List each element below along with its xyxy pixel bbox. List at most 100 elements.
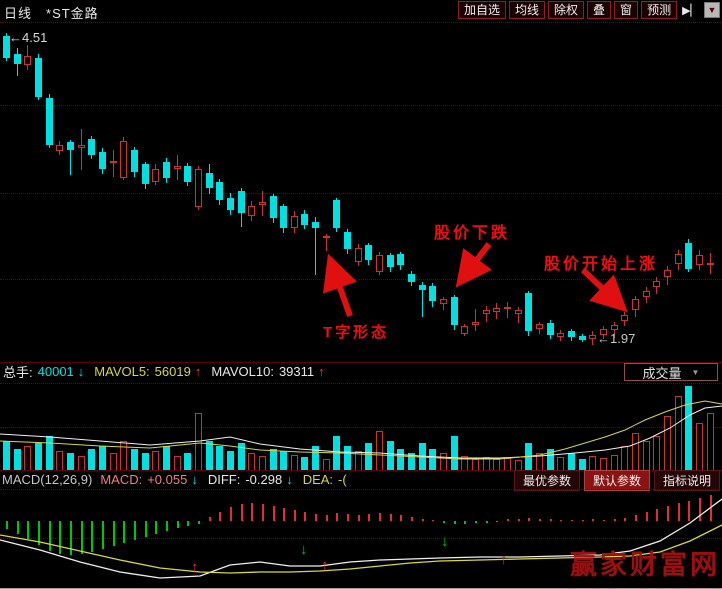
candle-body-down <box>270 196 277 219</box>
macd-bar-pos <box>326 515 328 521</box>
optimal-params-button[interactable]: 最优参数 <box>513 470 580 491</box>
volume-bar-down <box>216 446 223 471</box>
panel-separator <box>0 470 722 471</box>
macd-bar-pos <box>273 506 275 521</box>
volume-bar-down <box>365 443 372 471</box>
macd-bar-pos <box>294 510 296 521</box>
candle-body-up <box>152 169 159 182</box>
buy-signal-arrow-icon: ↑ <box>500 551 508 568</box>
down-arrow-icon: ↓ <box>286 472 293 487</box>
title-separator <box>0 22 722 23</box>
volume-bar-down <box>206 441 213 471</box>
candle-body-down <box>451 296 458 326</box>
candle-body-up <box>675 254 682 264</box>
macd-chart: ↑ ↑ ↑ ↓ ↓ <box>0 489 722 588</box>
candle-body-up <box>195 169 202 208</box>
overlay-button[interactable]: 叠 <box>587 1 612 19</box>
volume-bar-down <box>579 459 586 471</box>
add-watchlist-button[interactable]: 加自选 <box>457 1 506 19</box>
macd-bar-pos <box>656 509 658 521</box>
volume-bar-down <box>3 441 10 471</box>
macd-bar-pos <box>241 504 243 521</box>
chevron-down-icon: ▼ <box>691 367 700 377</box>
candle-body-up <box>504 306 511 310</box>
toolbar-dropdown-icon[interactable]: ▼ <box>704 2 720 18</box>
candle-wick <box>518 306 519 323</box>
macd-bar-pos <box>571 520 573 521</box>
macd-bar-neg <box>123 521 125 543</box>
candle-body-up <box>707 262 714 266</box>
candle-body-down <box>280 206 287 229</box>
macd-bar-pos <box>315 514 317 521</box>
grid-line <box>0 489 722 490</box>
candle-body-down <box>547 322 554 335</box>
param-buttons: 最优参数 默认参数 指标说明 <box>513 470 720 491</box>
candle-body-up <box>440 299 447 305</box>
default-params-button[interactable]: 默认参数 <box>583 470 650 491</box>
candle-body-down <box>397 254 404 265</box>
candle-body-down <box>142 164 149 184</box>
macd-bar-pos <box>304 512 306 521</box>
candle-body-up <box>291 215 298 229</box>
window-button[interactable]: 窗 <box>614 1 639 19</box>
candle-wick <box>81 128 82 171</box>
macd-bar-neg <box>486 521 488 523</box>
macd-bar-pos <box>635 515 637 521</box>
up-arrow-icon: ↑ <box>318 364 325 379</box>
macd-bar-neg <box>187 521 189 526</box>
candle-wick <box>326 234 327 252</box>
volume-bar-down <box>429 449 436 471</box>
forecast-button[interactable]: 预测 <box>641 1 678 19</box>
macd-bar-pos <box>614 519 616 521</box>
volume-bar-down <box>99 446 106 471</box>
macd-bar-pos <box>432 520 434 521</box>
indicator-help-button[interactable]: 指标说明 <box>653 470 720 491</box>
macd-bar-neg <box>6 521 8 529</box>
mavol10-line <box>0 405 722 459</box>
macd-bar-pos <box>336 513 338 521</box>
macd-bar-neg <box>475 521 477 523</box>
macd-bar-pos <box>400 515 402 521</box>
down-arrow-icon: ↓ <box>191 472 198 487</box>
exclude-rights-button[interactable]: 除权 <box>548 1 585 19</box>
low-price-label: ←1.97 <box>597 331 636 346</box>
toolbar: 加自选 均线 除权 叠 窗 预测 ▶▏ ▼ <box>457 1 720 19</box>
scroll-to-end-icon[interactable]: ▶▏ <box>682 4 699 17</box>
period-label: 日线 <box>4 6 33 21</box>
candle-body-down <box>131 149 138 172</box>
grid-line <box>0 538 722 539</box>
macd-bar-pos <box>422 519 424 521</box>
macd-bar-neg <box>145 521 147 537</box>
macd-bar-neg <box>102 521 104 549</box>
macd-bar-neg <box>166 521 168 531</box>
candle-body-up <box>248 206 255 216</box>
up-arrow-icon: ↑ <box>194 364 202 379</box>
volume-bar-down <box>408 453 415 471</box>
candle-body-down <box>163 161 170 178</box>
volume-bar-down <box>312 446 319 471</box>
macd-bar-pos <box>528 518 530 521</box>
macd-bar-pos <box>560 520 562 521</box>
title-bar: 日线 *ST金路 加自选 均线 除权 叠 窗 预测 ▶▏ ▼ <box>0 0 722 21</box>
candle-body-down <box>344 231 351 250</box>
candle-body-down <box>88 138 95 155</box>
macd-bar-neg <box>155 521 157 534</box>
volume-type-selector[interactable]: 成交量 ▼ <box>624 363 718 381</box>
moving-average-button[interactable]: 均线 <box>509 1 546 19</box>
macd-bar-neg <box>91 521 93 552</box>
macd-bar-pos <box>688 501 690 521</box>
candle-wick <box>507 301 508 318</box>
candle-body-down <box>99 152 106 170</box>
candle-body-up <box>515 310 522 315</box>
annotation-arrows-layer <box>323 242 628 317</box>
candle-body-down <box>46 98 53 145</box>
candle-body-up <box>600 328 607 335</box>
t-pattern-arrow-icon <box>323 253 357 317</box>
candle-body-down <box>216 181 223 200</box>
macd-bar-pos <box>347 514 349 521</box>
candle-body-down <box>525 293 532 332</box>
volume-bar-down <box>227 451 234 471</box>
candle-body-up <box>536 323 543 329</box>
volume-bar-down <box>270 449 277 471</box>
